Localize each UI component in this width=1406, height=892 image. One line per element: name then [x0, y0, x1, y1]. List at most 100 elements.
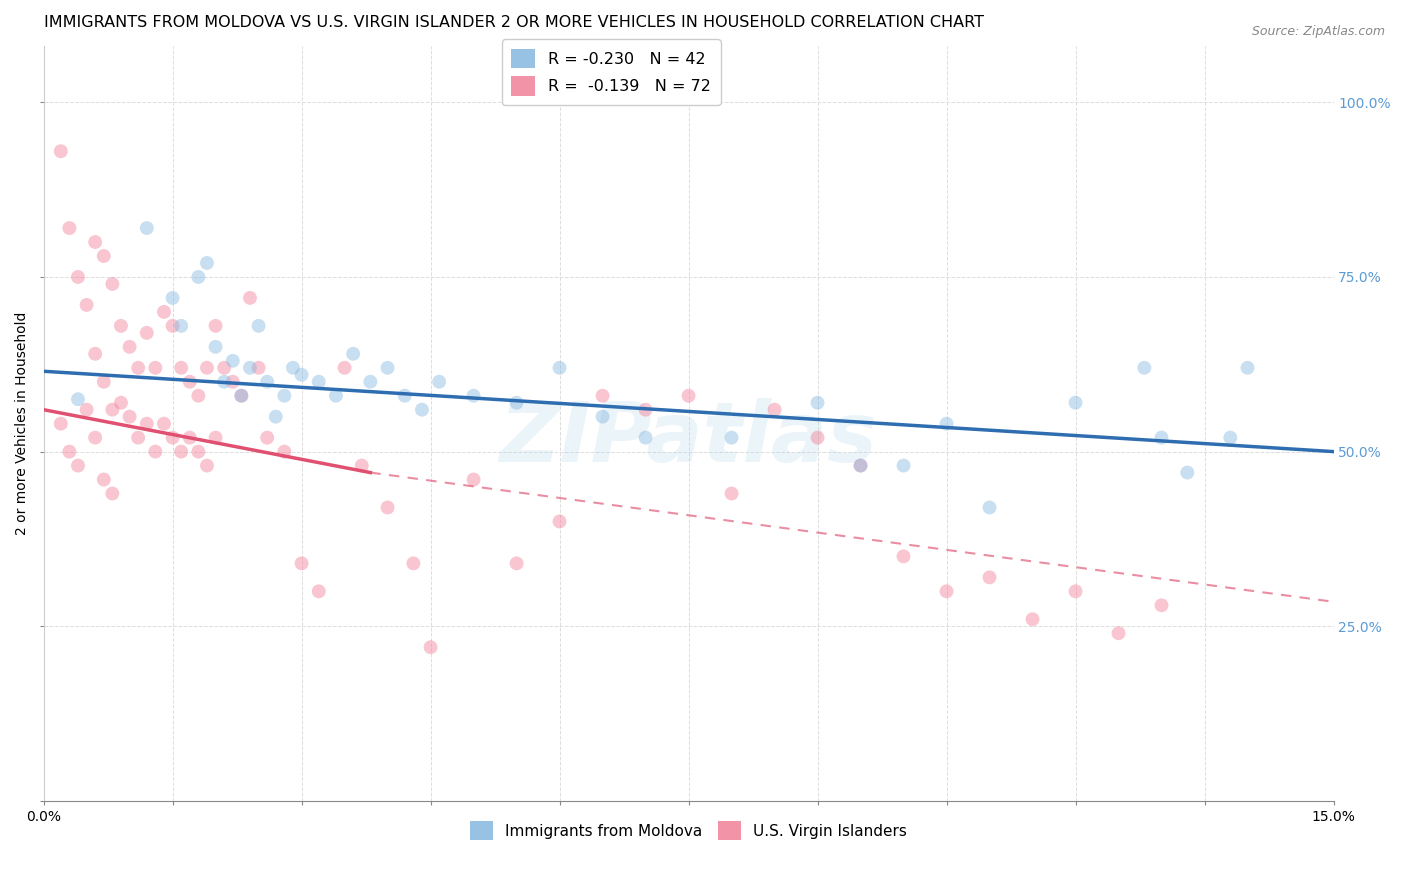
Point	[720, 486, 742, 500]
Point	[342, 347, 364, 361]
Point	[935, 417, 957, 431]
Point	[377, 500, 399, 515]
Point	[76, 402, 98, 417]
Point	[153, 305, 176, 319]
Point	[1150, 599, 1173, 613]
Point	[93, 249, 115, 263]
Point	[101, 402, 124, 417]
Point	[195, 360, 218, 375]
Point	[170, 444, 193, 458]
Point	[66, 458, 89, 473]
Point	[204, 431, 226, 445]
Point	[222, 375, 245, 389]
Point	[1021, 612, 1043, 626]
Point	[463, 473, 485, 487]
Point	[273, 389, 295, 403]
Point	[195, 256, 218, 270]
Point	[377, 360, 399, 375]
Point	[135, 326, 157, 340]
Point	[281, 360, 304, 375]
Point	[84, 431, 107, 445]
Point	[93, 473, 115, 487]
Point	[179, 375, 201, 389]
Point	[548, 515, 571, 529]
Text: IMMIGRANTS FROM MOLDOVA VS U.S. VIRGIN ISLANDER 2 OR MORE VEHICLES IN HOUSEHOLD : IMMIGRANTS FROM MOLDOVA VS U.S. VIRGIN I…	[44, 15, 984, 30]
Point	[1175, 466, 1198, 480]
Point	[505, 557, 527, 571]
Point	[893, 458, 915, 473]
Text: Source: ZipAtlas.com: Source: ZipAtlas.com	[1251, 25, 1385, 38]
Point	[66, 392, 89, 407]
Point	[411, 402, 433, 417]
Point	[806, 395, 828, 409]
Point	[893, 549, 915, 564]
Point	[806, 431, 828, 445]
Point	[979, 500, 1001, 515]
Point	[135, 417, 157, 431]
Point	[256, 431, 278, 445]
Point	[419, 640, 441, 655]
Point	[101, 277, 124, 291]
Point	[127, 360, 149, 375]
Point	[592, 389, 614, 403]
Point	[273, 444, 295, 458]
Point	[49, 417, 72, 431]
Text: ZIPatlas: ZIPatlas	[499, 398, 877, 479]
Point	[308, 584, 330, 599]
Point	[170, 318, 193, 333]
Point	[239, 360, 262, 375]
Point	[110, 318, 132, 333]
Point	[153, 417, 176, 431]
Point	[763, 402, 786, 417]
Point	[463, 389, 485, 403]
Point	[222, 353, 245, 368]
Point	[231, 389, 253, 403]
Point	[359, 375, 381, 389]
Point	[505, 395, 527, 409]
Point	[187, 444, 209, 458]
Point	[592, 409, 614, 424]
Point	[634, 431, 657, 445]
Point	[231, 389, 253, 403]
Point	[290, 557, 312, 571]
Point	[170, 360, 193, 375]
Point	[256, 375, 278, 389]
Point	[1064, 584, 1087, 599]
Point	[127, 431, 149, 445]
Point	[162, 318, 184, 333]
Point	[118, 409, 141, 424]
Point	[1064, 395, 1087, 409]
Point	[76, 298, 98, 312]
Point	[333, 360, 356, 375]
Point	[427, 375, 450, 389]
Point	[187, 389, 209, 403]
Point	[66, 270, 89, 285]
Point	[290, 368, 312, 382]
Point	[204, 340, 226, 354]
Point	[1236, 360, 1258, 375]
Point	[720, 431, 742, 445]
Point	[849, 458, 872, 473]
Point	[195, 458, 218, 473]
Point	[264, 409, 287, 424]
Point	[110, 395, 132, 409]
Point	[1133, 360, 1156, 375]
Point	[935, 584, 957, 599]
Point	[162, 291, 184, 305]
Point	[1108, 626, 1130, 640]
Point	[247, 318, 270, 333]
Point	[135, 221, 157, 235]
Point	[84, 235, 107, 249]
Point	[212, 375, 235, 389]
Point	[247, 360, 270, 375]
Point	[212, 360, 235, 375]
Point	[162, 431, 184, 445]
Point	[58, 221, 80, 235]
Point	[145, 360, 167, 375]
Point	[979, 570, 1001, 584]
Point	[118, 340, 141, 354]
Point	[548, 360, 571, 375]
Point	[239, 291, 262, 305]
Point	[678, 389, 700, 403]
Point	[84, 347, 107, 361]
